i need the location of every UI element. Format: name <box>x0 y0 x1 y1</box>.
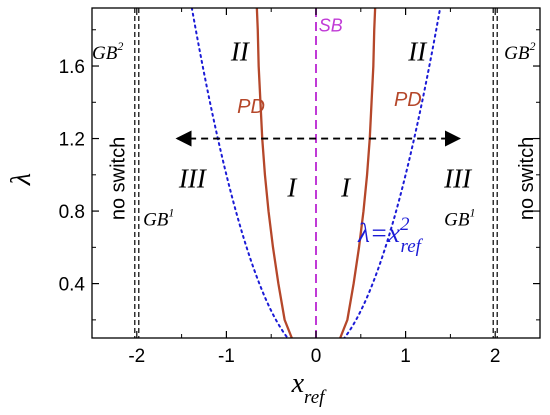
gb-label: GB1 <box>143 206 174 231</box>
x-tick-label: 1 <box>400 346 411 367</box>
x-axis-label: xref <box>291 368 328 408</box>
y-axis-label: λ <box>6 173 37 186</box>
y-tick-label: 1.6 <box>59 57 85 78</box>
gb-label-superscript: 2 <box>529 39 535 53</box>
gb-label-main: GB <box>504 43 530 64</box>
gb-label-main: GB <box>444 210 470 231</box>
x-axis-label-subscript: ref <box>304 387 327 408</box>
no-switch-label: no switch <box>107 137 129 220</box>
series-group <box>134 8 498 338</box>
x-tick-label: -1 <box>218 346 235 367</box>
gb-label-main: GB <box>92 43 118 64</box>
y-tick-label: 0.8 <box>59 202 85 223</box>
gb-label-superscript: 1 <box>168 206 174 220</box>
gb-label-main: GB <box>143 210 169 231</box>
gb-label: GB1 <box>444 206 475 231</box>
region-label: I <box>286 173 298 203</box>
plot-area <box>134 8 498 338</box>
x-axis-label-main: x <box>291 368 305 399</box>
x-tick-label: 0 <box>311 346 322 367</box>
parabola-formula-label: λ=x2 ref <box>357 214 424 257</box>
formula-subscript: ref <box>401 236 424 257</box>
gb-label: GB2 <box>504 39 535 64</box>
gb-label: GB2 <box>92 39 123 64</box>
gb-label-superscript: 2 <box>117 39 123 53</box>
region-label: II <box>407 37 428 67</box>
pd-curve-branch-0 <box>255 8 293 338</box>
no-switch-label: no switch <box>516 137 538 220</box>
formula-superscript: 2 <box>400 214 410 235</box>
gb-label-superscript: 1 <box>469 206 475 220</box>
region-label: II <box>230 37 251 67</box>
formula-main: λ=x <box>357 218 400 248</box>
region-label: III <box>443 164 473 194</box>
x-tick-label: 2 <box>490 346 501 367</box>
pd-curve-branch-1 <box>339 8 377 338</box>
y-tick-label: 0.4 <box>59 275 86 296</box>
pd-label: PD <box>394 89 422 111</box>
parabola-dotted-line <box>190 8 442 338</box>
x-tick-label: -2 <box>128 346 145 367</box>
region-label: III <box>178 164 208 194</box>
region-label: I <box>340 173 352 203</box>
pd-label: PD <box>237 96 265 118</box>
sb-label: SB <box>319 16 343 36</box>
y-tick-label: 1.2 <box>59 130 85 151</box>
